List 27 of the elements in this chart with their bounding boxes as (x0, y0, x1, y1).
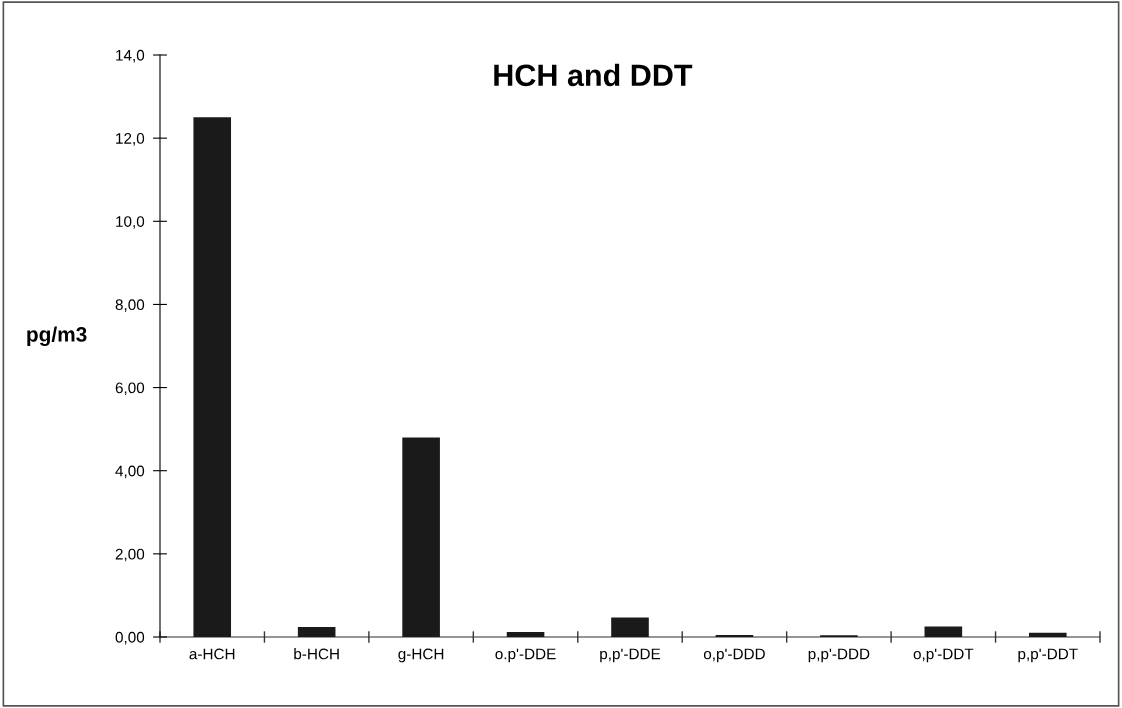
y-tick-label: 6,00 (115, 382, 145, 396)
x-tick-label: p,p'-DDE (600, 648, 661, 663)
y-tick-label: 10,0 (116, 216, 145, 229)
x-tick-label: g-HCH (398, 648, 444, 663)
bar (1028, 632, 1067, 637)
x-tick-label: o.p'-DDE (495, 648, 556, 663)
y-tick-label: 12,0 (116, 133, 145, 146)
y-tick-label: 8,00 (115, 299, 145, 312)
bar (297, 627, 336, 637)
bar (506, 632, 545, 637)
x-tick-label: p,p'-DDD (808, 648, 870, 663)
bar (402, 437, 440, 637)
x-tick-label: p,p'-DDT (1018, 648, 1078, 663)
chart-title: HCH and DDT (494, 63, 693, 87)
bar (611, 617, 649, 637)
y-tick-label: 4,00 (115, 465, 145, 479)
x-tick-label: o,p'-DDD (703, 648, 765, 663)
y-tick-label: 0,00 (115, 631, 145, 645)
x-tick-label: b-HCH (294, 648, 339, 660)
y-tick-label: 14,0 (116, 49, 145, 63)
x-tick-label: a-HCH (189, 648, 235, 660)
bar (193, 117, 232, 637)
y-tick-label: 2,00 (115, 548, 145, 562)
x-tick-label: o,p'-DDT (913, 648, 974, 663)
y-axis-title: pg/m3 (27, 326, 87, 346)
bar (924, 626, 963, 637)
bar (715, 634, 754, 637)
